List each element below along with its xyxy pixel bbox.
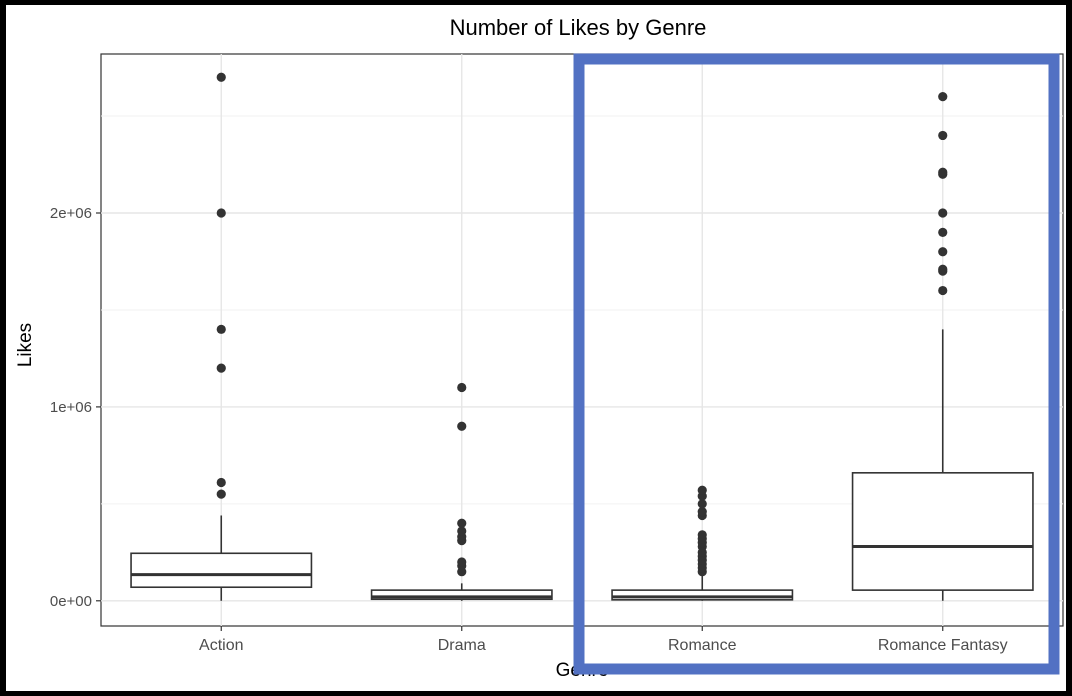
outlier-point [457,526,467,536]
x-tick-label: Drama [438,637,486,654]
outlier-point [697,485,707,495]
y-tick-label: 2e+06 [50,205,92,222]
outlier-point [938,264,948,274]
box-body [851,472,1034,591]
outlier-point [457,557,467,567]
highlight-rectangle [573,53,1060,675]
y-tick-label: 1e+06 [50,399,92,416]
boxplot-chart: Number of Likes by Genre 0e+00 1e+06 2e+06… [15,15,1064,681]
x-tick-label: Romance [668,637,737,654]
chart-title: Number of Likes by Genre [450,15,707,40]
x-tick-label: Romance Fantasy [878,637,1008,654]
outlier-point [216,477,226,488]
box-body [611,589,794,601]
box-drama [370,382,553,601]
outlier-point [216,208,226,218]
box-body [130,552,313,589]
outlier-point [457,518,467,528]
chart-frame: Number of Likes by Genre 0e+00 1e+06 2e+06… [6,5,1066,691]
outlier-point [938,130,948,141]
outlier-point [938,247,948,257]
outlier-point [697,507,707,517]
outlier-point [938,167,948,177]
x-axis: Action Drama Romance Romance Fantasy [199,626,1008,654]
y-tick-label: 0e+00 [50,593,92,610]
boxes [130,72,1034,601]
y-axis: 0e+00 1e+06 2e+06 [50,205,101,610]
box-romance [611,485,794,601]
outlier-point [216,324,226,334]
outlier-point [697,530,707,540]
outlier-point [457,382,467,393]
outlier-point [938,92,948,102]
outlier-point [938,285,948,296]
outlier-point [216,489,226,499]
x-tick-label: Action [199,637,243,654]
box-romance-fantasy [851,92,1034,601]
outlier-point [938,227,948,237]
outlier-point [457,421,467,431]
box-body [370,589,553,601]
outlier-point [938,208,948,218]
y-axis-label: Likes [15,323,36,367]
outlier-point [216,363,226,373]
box-action [130,72,313,601]
outlier-point [697,499,707,509]
outlier-point [216,72,226,82]
